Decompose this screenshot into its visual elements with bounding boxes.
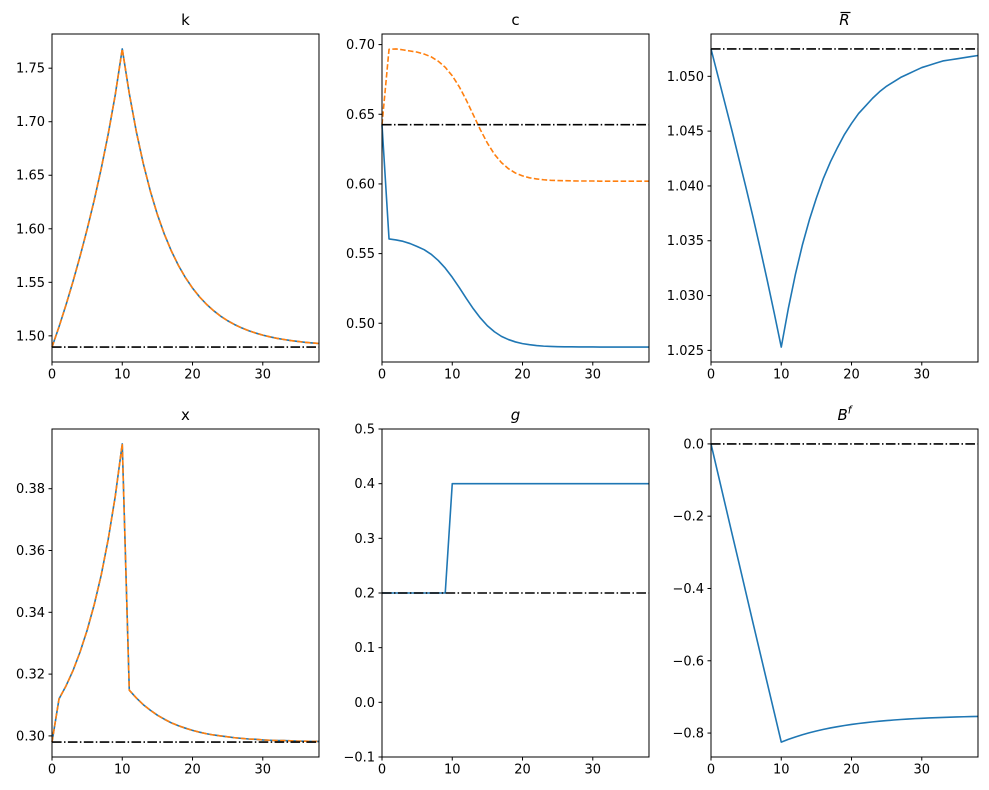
axes-spines [51, 428, 320, 758]
x-tick-label: 20 [844, 762, 861, 777]
y-tick-label: 1.035 [667, 234, 704, 249]
y-tick-label: 0.1 [354, 641, 375, 656]
y-tick-label: 0.3 [354, 532, 375, 547]
subplot-g: 0 10 20 30 −0.1 0.0 0.1 0.2 0.3 0.4 0.5 g [330, 395, 660, 790]
y-tick-label: 0.70 [346, 38, 375, 53]
chart-Rbar: 0 10 20 30 1.025 1.030 1.035 1.040 1.045 1.050 R [667, 11, 979, 383]
chart-g: 0 10 20 30 −0.1 0.0 0.1 0.2 0.3 0.4 0.5 g [343, 406, 650, 778]
orange-dashed-line [380, 48, 649, 182]
y-tick-label: 0.36 [16, 544, 45, 559]
blue-solid-line [51, 48, 320, 348]
y-tick-label: 0.60 [346, 177, 375, 192]
y-tick-label: −0.1 [343, 750, 375, 765]
axes-spines [51, 33, 320, 363]
y-tick-label: 0.65 [346, 108, 375, 123]
chart-k: 0 10 20 30 1.50 1.55 1.60 1.65 1.70 1.75 k [16, 11, 320, 383]
y-tick-label: 0.34 [16, 606, 45, 621]
x-tick-label: 0 [378, 367, 386, 382]
y-tick-label: 1.050 [667, 70, 704, 85]
orange-dashed-line [51, 48, 320, 348]
y-tick-label: 0.38 [16, 482, 45, 497]
x-tick-label: 30 [584, 367, 601, 382]
y-tick-label: −0.8 [673, 727, 705, 742]
subplot-title-x: x [181, 406, 190, 424]
y-tick-label: 1.75 [16, 62, 45, 77]
chart-x: 0 10 20 30 0.30 0.32 0.34 0.36 0.38 x [16, 406, 320, 778]
x-tick-label: 20 [844, 367, 861, 382]
subplot-c: 0 10 20 30 0.50 0.55 0.60 0.65 0.70 c [330, 0, 660, 395]
orange-dashed-line [51, 443, 319, 743]
y-tick-label: 0.0 [354, 696, 375, 711]
x-tick-label: 10 [114, 762, 131, 777]
y-tick-label: −0.2 [673, 510, 705, 525]
y-tick-label: 1.55 [16, 276, 45, 291]
chart-c: 0 10 20 30 0.50 0.55 0.60 0.65 0.70 c [346, 11, 650, 383]
y-tick-label: 1.045 [667, 125, 704, 140]
y-tick-label: 0.50 [346, 317, 375, 332]
y-tick-label: 0.2 [354, 586, 375, 601]
subplot-title-k: k [181, 11, 190, 29]
x-tick-label: 0 [48, 367, 56, 382]
x-tick-label: 10 [773, 367, 790, 382]
axes-spines [710, 428, 979, 758]
y-tick-label: 1.65 [16, 169, 45, 184]
x-tick-label: 20 [514, 762, 531, 777]
x-tick-label: 10 [773, 762, 790, 777]
x-tick-label: 30 [255, 762, 272, 777]
y-tick-label: 0.30 [16, 729, 45, 744]
x-tick-label: 0 [378, 762, 386, 777]
x-tick-label: 0 [48, 762, 56, 777]
subplot-k: 0 10 20 30 1.50 1.55 1.60 1.65 1.70 1.75 k [0, 0, 330, 395]
x-tick-label: 20 [514, 367, 531, 382]
x-tick-label: 10 [444, 367, 461, 382]
y-tick-label: −0.6 [673, 654, 705, 669]
y-tick-label: 1.025 [667, 344, 704, 359]
y-tick-label: 1.60 [16, 222, 45, 237]
subplot-title-Bf: Bf [838, 404, 854, 424]
x-tick-label: 0 [707, 762, 715, 777]
y-tick-label: 1.040 [667, 179, 704, 194]
subplot-title-g: g [510, 406, 520, 424]
y-tick-label: −0.4 [673, 582, 705, 597]
axes-spines [381, 33, 650, 363]
y-tick-label: 1.70 [16, 115, 45, 130]
y-tick-label: 0.32 [16, 668, 45, 683]
subplot-x: 0 10 20 30 0.30 0.32 0.34 0.36 0.38 x [0, 395, 330, 790]
x-tick-label: 0 [707, 367, 715, 382]
blue-solid-line [380, 124, 649, 348]
blue-solid-line [51, 443, 319, 743]
x-tick-label: 20 [184, 367, 201, 382]
subplot-Bf: 0 10 20 30 −0.8 −0.6 −0.4 −0.2 0.0 Bf [659, 395, 989, 790]
x-tick-label: 10 [114, 367, 131, 382]
x-tick-label: 20 [184, 762, 201, 777]
subplot-title-c: c [511, 11, 519, 29]
blue-solid-line [381, 482, 649, 594]
blue-solid-line [710, 48, 979, 348]
x-tick-label: 10 [444, 762, 461, 777]
y-tick-label: 1.030 [667, 289, 704, 304]
subplot-Rbar: 0 10 20 30 1.025 1.030 1.035 1.040 1.045 1.050 R [659, 0, 989, 395]
axes-spines [710, 33, 979, 363]
subplot-title-Rbar: R [840, 11, 850, 29]
y-tick-label: 0.4 [354, 477, 375, 492]
y-tick-label: 0.0 [684, 437, 705, 452]
x-tick-label: 30 [255, 367, 272, 382]
blue-solid-line [710, 443, 979, 743]
x-tick-label: 30 [914, 367, 931, 382]
y-tick-label: 0.55 [346, 247, 375, 262]
y-tick-label: 1.50 [16, 329, 45, 344]
x-tick-label: 30 [914, 762, 931, 777]
chart-Bf: 0 10 20 30 −0.8 −0.6 −0.4 −0.2 0.0 Bf [673, 404, 979, 778]
x-tick-label: 30 [584, 762, 601, 777]
y-tick-label: 0.5 [354, 422, 375, 437]
